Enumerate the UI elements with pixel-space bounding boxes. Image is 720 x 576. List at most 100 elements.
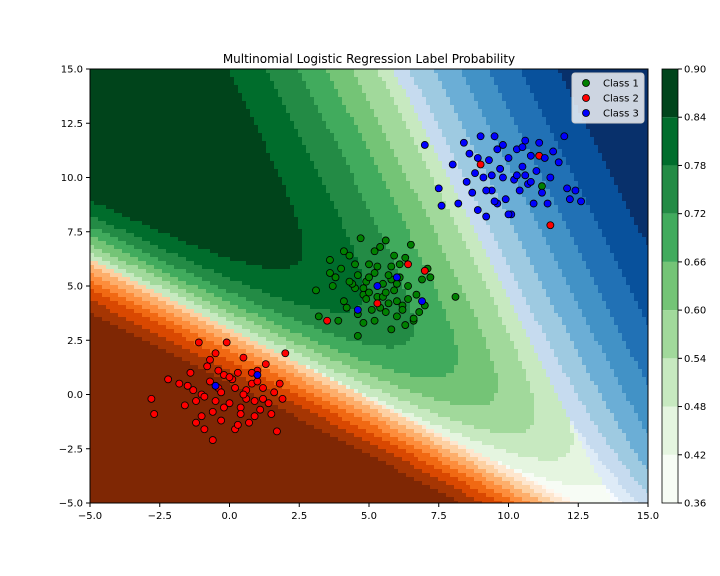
region-cell xyxy=(114,345,119,350)
region-cell xyxy=(258,457,263,462)
region-cell xyxy=(158,389,163,394)
region-cell xyxy=(266,121,271,126)
region-cell xyxy=(110,397,115,402)
region-cell xyxy=(186,337,191,342)
region-cell xyxy=(158,277,163,282)
region-cell xyxy=(270,169,275,174)
region-cell xyxy=(102,217,107,222)
region-cell xyxy=(262,469,267,474)
region-cell xyxy=(202,141,207,146)
region-cell xyxy=(262,357,267,362)
region-cell xyxy=(166,297,171,302)
region-cell xyxy=(150,229,155,234)
region-cell xyxy=(222,265,227,270)
region-cell xyxy=(222,81,227,86)
region-cell xyxy=(174,389,179,394)
region-cell xyxy=(154,197,159,202)
region-cell xyxy=(214,97,219,102)
region-cell xyxy=(170,409,175,414)
region-cell xyxy=(106,137,111,142)
region-cell xyxy=(110,197,115,202)
region-cell xyxy=(198,485,203,490)
region-cell xyxy=(258,133,263,138)
region-cell xyxy=(222,345,227,350)
region-cell xyxy=(190,101,195,106)
region-cell xyxy=(106,249,111,254)
region-cell xyxy=(126,213,131,218)
region-cell xyxy=(186,477,191,482)
region-cell xyxy=(222,261,227,266)
region-cell xyxy=(242,297,247,302)
region-cell xyxy=(122,389,127,394)
region-cell xyxy=(142,177,147,182)
region-cell xyxy=(142,133,147,138)
region-cell xyxy=(94,489,99,494)
region-cell xyxy=(130,145,135,150)
region-cell xyxy=(266,373,271,378)
region-cell xyxy=(110,429,115,434)
region-cell xyxy=(122,437,127,442)
region-cell xyxy=(118,157,123,162)
region-cell xyxy=(166,369,171,374)
region-cell xyxy=(266,457,271,462)
region-cell xyxy=(198,141,203,146)
region-cell xyxy=(146,385,151,390)
region-cell xyxy=(230,341,235,346)
region-cell xyxy=(166,73,171,78)
region-cell xyxy=(186,493,191,498)
region-cell xyxy=(210,209,215,214)
region-cell xyxy=(210,205,215,210)
region-cell xyxy=(186,265,191,270)
region-cell xyxy=(106,285,111,290)
region-cell xyxy=(134,349,139,354)
region-cell xyxy=(170,301,175,306)
region-cell xyxy=(182,125,187,130)
region-cell xyxy=(150,417,155,422)
region-cell xyxy=(130,81,135,86)
region-cell xyxy=(94,281,99,286)
region-cell xyxy=(222,77,227,82)
region-cell xyxy=(246,413,251,418)
region-cell xyxy=(94,301,99,306)
region-cell xyxy=(230,445,235,450)
region-cell xyxy=(90,313,95,318)
region-cell xyxy=(214,241,219,246)
region-cell xyxy=(154,137,159,142)
region-cell xyxy=(94,333,99,338)
region-cell xyxy=(238,269,243,274)
region-cell xyxy=(114,417,119,422)
region-cell xyxy=(106,253,111,258)
region-cell xyxy=(238,261,243,266)
region-cell xyxy=(178,125,183,130)
region-cell xyxy=(166,485,171,490)
region-cell xyxy=(258,125,263,130)
region-cell xyxy=(118,349,123,354)
region-cell xyxy=(214,209,219,214)
region-cell xyxy=(182,253,187,258)
region-cell xyxy=(206,249,211,254)
region-cell xyxy=(90,357,95,362)
region-cell xyxy=(162,481,167,486)
region-cell xyxy=(270,385,275,390)
region-cell xyxy=(126,305,131,310)
region-cell xyxy=(202,217,207,222)
region-cell xyxy=(266,197,271,202)
region-cell xyxy=(162,189,167,194)
region-cell xyxy=(234,257,239,262)
region-cell xyxy=(102,173,107,178)
region-cell xyxy=(158,309,163,314)
region-cell xyxy=(226,345,231,350)
region-cell xyxy=(166,289,171,294)
region-cell xyxy=(198,277,203,282)
region-cell xyxy=(254,125,259,130)
region-cell xyxy=(138,421,143,426)
region-cell xyxy=(130,249,135,254)
region-cell xyxy=(98,405,103,410)
region-cell xyxy=(230,337,235,342)
region-cell xyxy=(194,381,199,386)
region-cell xyxy=(210,265,215,270)
region-cell xyxy=(186,85,191,90)
region-cell xyxy=(98,257,103,262)
region-cell xyxy=(102,145,107,150)
region-cell xyxy=(262,169,267,174)
